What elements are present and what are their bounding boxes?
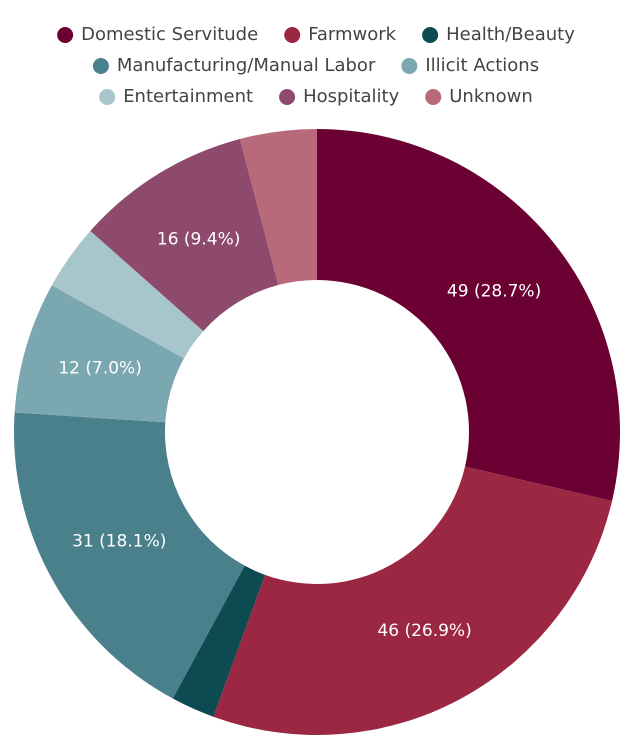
legend-marker [422, 27, 439, 43]
legend-label: Manufacturing/Manual Labor [117, 55, 376, 76]
legend-label: Illicit Actions [425, 55, 539, 76]
data-label: 46 (26.9%) [377, 621, 471, 641]
legend-label: Farmwork [308, 24, 396, 45]
legend-marker [57, 27, 74, 43]
donut-slice [213, 466, 613, 736]
data-label: 49 (28.7%) [447, 282, 541, 302]
legend-marker [401, 58, 418, 74]
legend-marker [425, 89, 442, 105]
donut-slice [317, 129, 620, 501]
legend-label: Domestic Servitude [81, 24, 258, 45]
data-label: 12 (7.0%) [58, 359, 142, 379]
donut-slice [172, 565, 266, 717]
legend-marker [92, 58, 109, 74]
legend-label: Entertainment [123, 86, 253, 107]
donut-slice [14, 412, 245, 699]
legend-label: Health/Beauty [446, 24, 575, 45]
data-label: 31 (18.1%) [72, 531, 166, 551]
data-label: 16 (9.4%) [157, 229, 241, 249]
donut-slice [239, 129, 317, 286]
donut-slice [14, 285, 184, 423]
donut-slice [51, 230, 204, 359]
legend-label: Unknown [449, 86, 533, 107]
legend-marker [284, 27, 301, 43]
legend-marker [279, 89, 296, 105]
legend-marker [99, 89, 116, 105]
donut-slice [90, 138, 279, 332]
legend-label: Hospitality [303, 86, 400, 107]
